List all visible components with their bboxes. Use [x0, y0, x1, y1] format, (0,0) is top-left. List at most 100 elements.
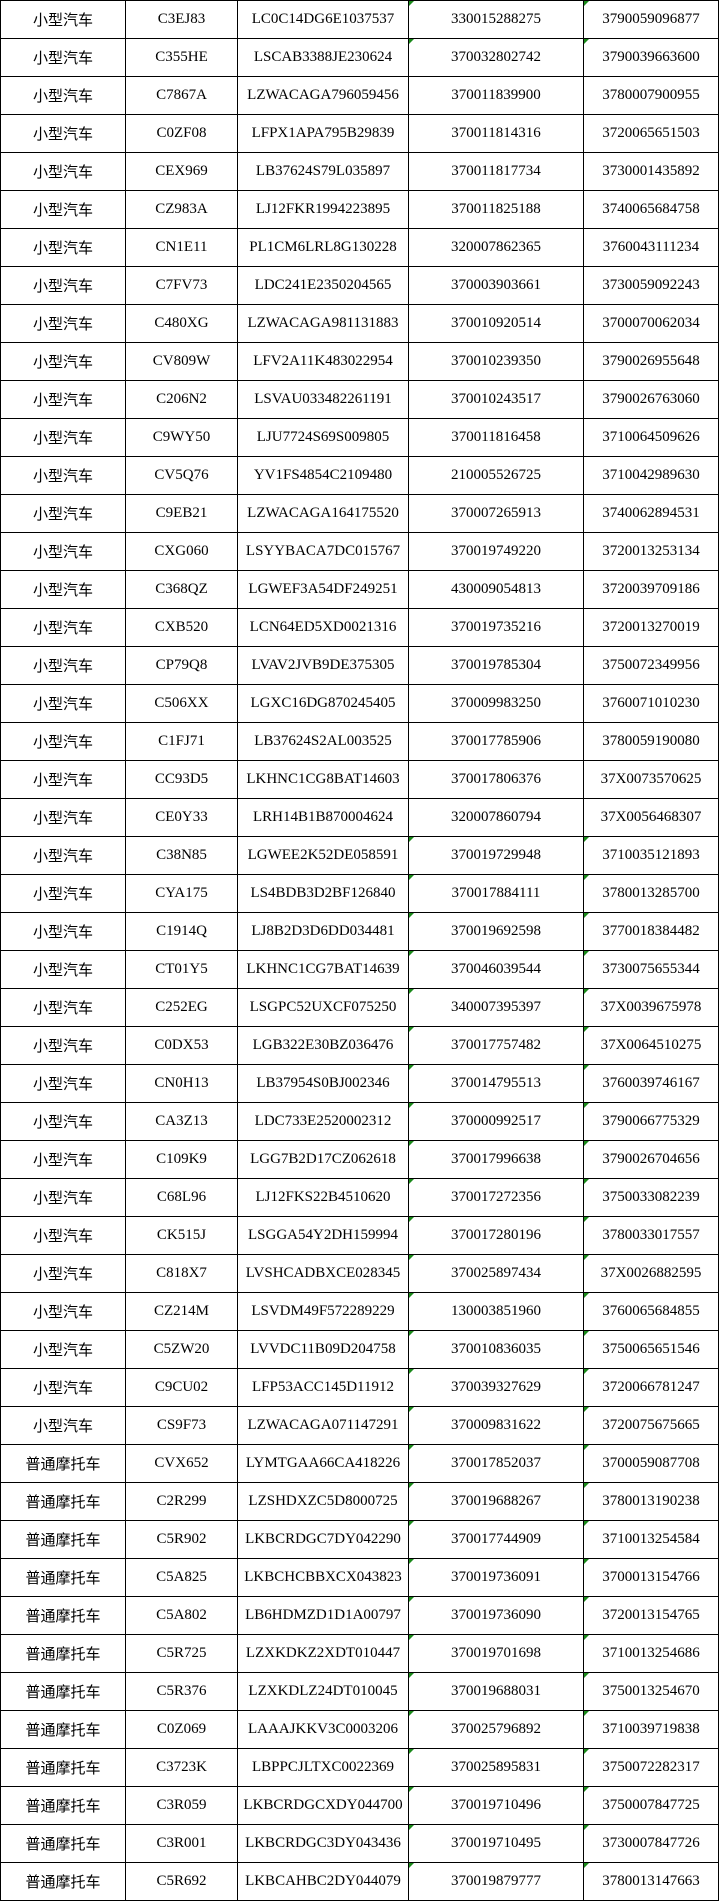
- vin-cell[interactable]: LJU7724S69S009805: [237, 418, 409, 457]
- number-cell-2[interactable]: 37X0026882595: [583, 1254, 719, 1293]
- vin-cell[interactable]: LVAV2JVB9DE375305: [237, 646, 409, 685]
- vehicle-type-cell[interactable]: 小型汽车: [0, 1102, 126, 1141]
- number-cell-1[interactable]: 320007862365: [408, 228, 584, 267]
- vehicle-type-cell[interactable]: 小型汽车: [0, 988, 126, 1027]
- number-cell-2[interactable]: 3720013270019: [583, 608, 719, 647]
- vin-cell[interactable]: PL1CM6LRL8G130228: [237, 228, 409, 267]
- vin-cell[interactable]: LS4BDB3D2BF126840: [237, 874, 409, 913]
- vin-cell[interactable]: LBPPCJLTXC0022369: [237, 1748, 409, 1787]
- number-cell-2[interactable]: 3710013254584: [583, 1520, 719, 1559]
- vehicle-type-cell[interactable]: 小型汽车: [0, 1254, 126, 1293]
- number-cell-1[interactable]: 130003851960: [408, 1292, 584, 1331]
- vin-cell[interactable]: LJ12FKS22B4510620: [237, 1178, 409, 1217]
- vin-cell[interactable]: LSYYBACA7DC015767: [237, 532, 409, 571]
- number-cell-1[interactable]: 370017280196: [408, 1216, 584, 1255]
- number-cell-2[interactable]: 3730075655344: [583, 950, 719, 989]
- plate-number-cell[interactable]: C5R902: [125, 1520, 238, 1559]
- plate-number-cell[interactable]: C368QZ: [125, 570, 238, 609]
- vin-cell[interactable]: LDC241E2350204565: [237, 266, 409, 305]
- plate-number-cell[interactable]: CV809W: [125, 342, 238, 381]
- vin-cell[interactable]: LZWACAGA164175520: [237, 494, 409, 533]
- vin-cell[interactable]: LKBCRDGCXDY044700: [237, 1786, 409, 1825]
- plate-number-cell[interactable]: C109K9: [125, 1140, 238, 1179]
- number-cell-2[interactable]: 3720013154765: [583, 1596, 719, 1635]
- number-cell-2[interactable]: 3720075675665: [583, 1406, 719, 1445]
- number-cell-2[interactable]: 3710035121893: [583, 836, 719, 875]
- vehicle-type-cell[interactable]: 小型汽车: [0, 608, 126, 647]
- number-cell-1[interactable]: 370011817734: [408, 152, 584, 191]
- number-cell-2[interactable]: 3710064509626: [583, 418, 719, 457]
- plate-number-cell[interactable]: C5A802: [125, 1596, 238, 1635]
- number-cell-1[interactable]: 370032802742: [408, 38, 584, 77]
- number-cell-1[interactable]: 370014795513: [408, 1064, 584, 1103]
- vin-cell[interactable]: LDC733E2520002312: [237, 1102, 409, 1141]
- number-cell-1[interactable]: 370017744909: [408, 1520, 584, 1559]
- number-cell-1[interactable]: 370010920514: [408, 304, 584, 343]
- vin-cell[interactable]: LZSHDXZC5D8000725: [237, 1482, 409, 1521]
- number-cell-2[interactable]: 3790066775329: [583, 1102, 719, 1141]
- vin-cell[interactable]: LB6HDMZD1D1A00797: [237, 1596, 409, 1635]
- plate-number-cell[interactable]: C9CU02: [125, 1368, 238, 1407]
- number-cell-2[interactable]: 37X0073570625: [583, 760, 719, 799]
- number-cell-1[interactable]: 370017757482: [408, 1026, 584, 1065]
- plate-number-cell[interactable]: C506XX: [125, 684, 238, 723]
- number-cell-1[interactable]: 370011816458: [408, 418, 584, 457]
- number-cell-2[interactable]: 3720066781247: [583, 1368, 719, 1407]
- vehicle-type-cell[interactable]: 小型汽车: [0, 684, 126, 723]
- number-cell-1[interactable]: 370025895831: [408, 1748, 584, 1787]
- number-cell-1[interactable]: 370010239350: [408, 342, 584, 381]
- number-cell-1[interactable]: 320007860794: [408, 798, 584, 837]
- number-cell-2[interactable]: 3700059087708: [583, 1444, 719, 1483]
- number-cell-2[interactable]: 3720065651503: [583, 114, 719, 153]
- number-cell-1[interactable]: 370025897434: [408, 1254, 584, 1293]
- number-cell-2[interactable]: 3710039719838: [583, 1710, 719, 1749]
- number-cell-2[interactable]: 3700013154766: [583, 1558, 719, 1597]
- vin-cell[interactable]: LZWACAGA796059456: [237, 76, 409, 115]
- vin-cell[interactable]: LKHNC1CG8BAT14603: [237, 760, 409, 799]
- vin-cell[interactable]: LSGGA54Y2DH159994: [237, 1216, 409, 1255]
- plate-number-cell[interactable]: C5R725: [125, 1634, 238, 1673]
- number-cell-1[interactable]: 370019710496: [408, 1786, 584, 1825]
- vin-cell[interactable]: LGWEE2K52DE058591: [237, 836, 409, 875]
- number-cell-2[interactable]: 3700070062034: [583, 304, 719, 343]
- vin-cell[interactable]: LZWACAGA981131883: [237, 304, 409, 343]
- plate-number-cell[interactable]: C5R376: [125, 1672, 238, 1711]
- vehicle-type-cell[interactable]: 普通摩托车: [0, 1520, 126, 1559]
- vin-cell[interactable]: LKHNC1CG7BAT14639: [237, 950, 409, 989]
- number-cell-2[interactable]: 3760071010230: [583, 684, 719, 723]
- vehicle-type-cell[interactable]: 普通摩托车: [0, 1672, 126, 1711]
- plate-number-cell[interactable]: C355HE: [125, 38, 238, 77]
- plate-number-cell[interactable]: CXB520: [125, 608, 238, 647]
- plate-number-cell[interactable]: CK515J: [125, 1216, 238, 1255]
- plate-number-cell[interactable]: CE0Y33: [125, 798, 238, 837]
- vin-cell[interactable]: YV1FS4854C2109480: [237, 456, 409, 495]
- number-cell-1[interactable]: 370017884111: [408, 874, 584, 913]
- number-cell-2[interactable]: 37X0056468307: [583, 798, 719, 837]
- number-cell-2[interactable]: 3780013190238: [583, 1482, 719, 1521]
- vehicle-type-cell[interactable]: 普通摩托车: [0, 1558, 126, 1597]
- plate-number-cell[interactable]: C3R001: [125, 1824, 238, 1863]
- number-cell-2[interactable]: 3740062894531: [583, 494, 719, 533]
- number-cell-2[interactable]: 3780007900955: [583, 76, 719, 115]
- number-cell-1[interactable]: 370019688267: [408, 1482, 584, 1521]
- number-cell-2[interactable]: 3780013285700: [583, 874, 719, 913]
- number-cell-1[interactable]: 370017996638: [408, 1140, 584, 1179]
- plate-number-cell[interactable]: C206N2: [125, 380, 238, 419]
- number-cell-1[interactable]: 370010836035: [408, 1330, 584, 1369]
- vin-cell[interactable]: LSCAB3388JE230624: [237, 38, 409, 77]
- vehicle-type-cell[interactable]: 小型汽车: [0, 152, 126, 191]
- number-cell-1[interactable]: 370000992517: [408, 1102, 584, 1141]
- number-cell-2[interactable]: 37X0064510275: [583, 1026, 719, 1065]
- vehicle-type-cell[interactable]: 普通摩托车: [0, 1710, 126, 1749]
- vehicle-type-cell[interactable]: 小型汽车: [0, 836, 126, 875]
- vehicle-type-cell[interactable]: 小型汽车: [0, 380, 126, 419]
- number-cell-2[interactable]: 3730001435892: [583, 152, 719, 191]
- vehicle-type-cell[interactable]: 小型汽车: [0, 722, 126, 761]
- plate-number-cell[interactable]: C3723K: [125, 1748, 238, 1787]
- plate-number-cell[interactable]: C9WY50: [125, 418, 238, 457]
- number-cell-1[interactable]: 370003903661: [408, 266, 584, 305]
- plate-number-cell[interactable]: CZ214M: [125, 1292, 238, 1331]
- plate-number-cell[interactable]: C7867A: [125, 76, 238, 115]
- vehicle-type-cell[interactable]: 普通摩托车: [0, 1596, 126, 1635]
- plate-number-cell[interactable]: CP79Q8: [125, 646, 238, 685]
